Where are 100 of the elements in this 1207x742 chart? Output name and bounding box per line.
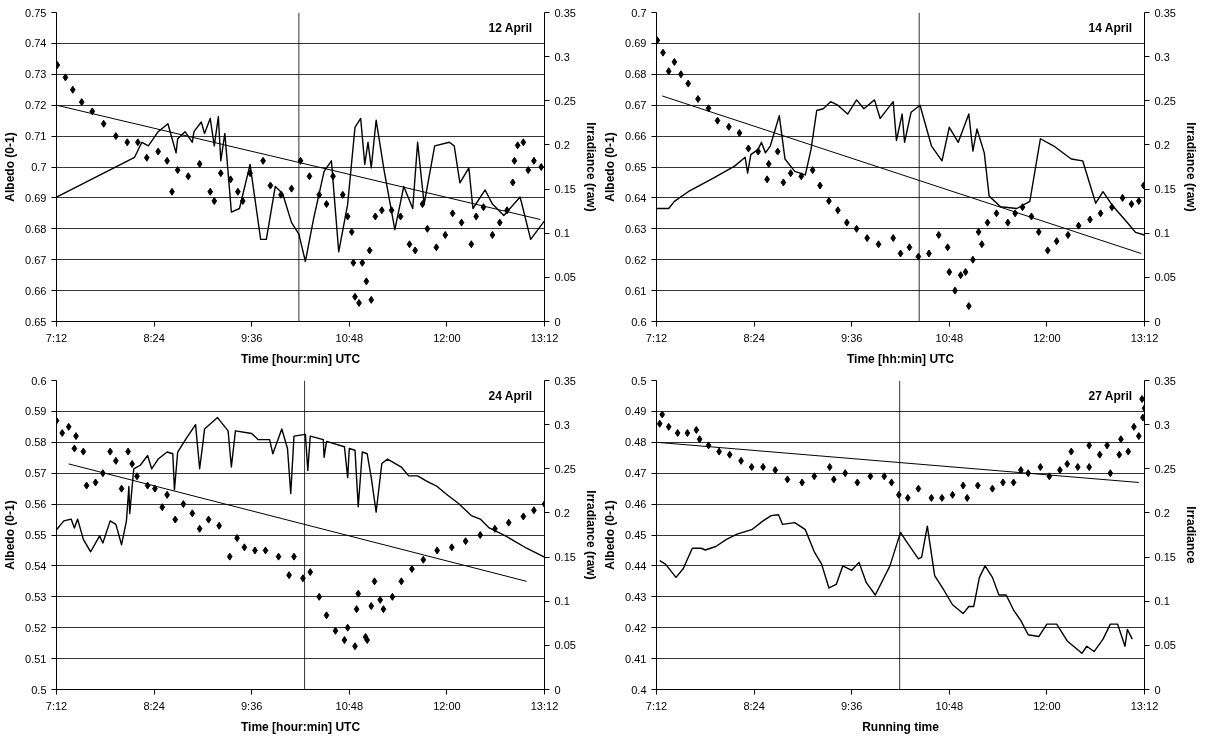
x-tick-label: 10:48 [935, 699, 964, 712]
y-tick-label: 0.58 [25, 436, 47, 449]
y-tick-label: 0.59 [25, 405, 47, 418]
x-axis-title: Running time [862, 719, 940, 734]
y-tick-label: 0.4 [631, 683, 647, 696]
y-tick-label: 0.7 [631, 6, 647, 19]
y-tick-label: 0.65 [25, 315, 47, 328]
y-tick-label: 0.75 [25, 6, 47, 19]
x-tick-label: 8:24 [143, 331, 165, 344]
y2-tick-label: 0 [1154, 315, 1161, 328]
y2-tick-label: 0.3 [1154, 418, 1170, 431]
y-tick-label: 0.7 [31, 161, 47, 173]
x-tick-label: 9:36 [841, 699, 863, 712]
y-tick-label: 0.6 [31, 374, 47, 387]
y-tick-label: 0.68 [625, 68, 647, 81]
y-tick-label: 0.69 [625, 37, 647, 50]
y2-tick-label: 0.25 [554, 94, 576, 107]
y-tick-label: 0.5 [631, 374, 647, 387]
annotation: 27 April [1088, 388, 1133, 403]
x-axis-title: Time [hour:min] UTC [240, 719, 361, 734]
y2-tick-label: 0.2 [1154, 138, 1170, 151]
y-tick-label: 0.45 [625, 529, 647, 541]
y-tick-label: 0.67 [625, 99, 647, 112]
y2-tick-label: 0.2 [1154, 506, 1170, 519]
y-tick-label: 0.56 [25, 498, 47, 511]
y2-tick-label: 0.1 [1154, 595, 1170, 608]
y2-tick-label: 0.25 [1154, 94, 1176, 107]
y-tick-label: 0.65 [625, 161, 647, 173]
y-tick-label: 0.46 [625, 498, 647, 511]
y-tick-label: 0.42 [625, 621, 647, 634]
y2-tick-label: 0.35 [554, 6, 576, 19]
y-tick-label: 0.72 [25, 99, 47, 112]
x-tick-label: 10:48 [335, 331, 364, 344]
y-tick-label: 0.51 [25, 652, 47, 665]
y2-tick-label: 0.3 [554, 418, 570, 431]
y-tick-label: 0.69 [25, 191, 47, 204]
y2-tick-label: 0.1 [554, 595, 570, 608]
x-tick-label: 13:12 [530, 331, 559, 344]
x-tick-label: 7:12 [45, 699, 68, 712]
x-axis-title: Time [hour:min] UTC [240, 351, 361, 366]
y2-tick-label: 0.35 [1154, 374, 1176, 387]
annotation: 12 April [488, 20, 533, 35]
y-tick-label: 0.41 [625, 652, 647, 665]
annotation: 14 April [1088, 20, 1133, 35]
x-tick-label: 8:24 [743, 331, 765, 344]
y-tick-label: 0.73 [25, 68, 47, 81]
y2-axis-title: Irradiance (raw) [583, 490, 598, 580]
y2-tick-label: 0.35 [1154, 6, 1176, 19]
y-tick-label: 0.6 [631, 315, 647, 328]
y2-tick-label: 0.15 [554, 183, 576, 196]
y-tick-label: 0.67 [25, 253, 47, 266]
y-tick-label: 0.61 [625, 284, 647, 297]
y-tick-label: 0.66 [25, 284, 47, 297]
x-tick-label: 7:12 [645, 699, 668, 712]
y2-tick-label: 0.15 [1154, 551, 1176, 564]
y-tick-label: 0.66 [625, 130, 647, 143]
y2-tick-label: 0.05 [554, 271, 576, 284]
x-axis-title: Time [hh:min] UTC [846, 351, 955, 366]
y-axis-title: Albedo (0-1) [603, 500, 618, 570]
y2-axis-title: Irradiance (raw) [1183, 122, 1198, 212]
y2-tick-label: 0 [554, 683, 561, 696]
y2-tick-label: 0.05 [1154, 639, 1176, 652]
y2-tick-label: 0 [1154, 683, 1161, 696]
y2-axis-title: Irradiance (raw) [583, 122, 598, 212]
x-tick-label: 12:00 [1033, 699, 1061, 712]
y-tick-label: 0.55 [25, 529, 47, 541]
x-tick-label: 12:00 [433, 699, 461, 712]
y-tick-label: 0.48 [625, 436, 647, 449]
y-tick-label: 0.49 [625, 405, 647, 418]
y-tick-label: 0.62 [625, 253, 647, 266]
x-tick-label: 12:00 [1033, 331, 1061, 344]
x-tick-label: 7:12 [645, 331, 668, 344]
y2-tick-label: 0.15 [1154, 183, 1176, 196]
y-tick-label: 0.71 [25, 130, 47, 143]
y2-tick-label: 0.2 [554, 506, 570, 519]
x-tick-label: 10:48 [935, 331, 964, 344]
x-tick-label: 13:12 [530, 699, 559, 712]
y2-tick-label: 0.15 [554, 551, 576, 564]
y-tick-label: 0.74 [25, 37, 47, 50]
x-tick-label: 9:36 [241, 699, 263, 712]
y-tick-label: 0.54 [25, 559, 47, 572]
y2-tick-label: 0.25 [1154, 462, 1176, 475]
x-tick-label: 7:12 [45, 331, 68, 344]
x-tick-label: 9:36 [241, 331, 263, 344]
y-tick-label: 0.47 [625, 467, 647, 480]
y-axis-title: Albedo (0-1) [3, 500, 18, 570]
x-tick-label: 10:48 [335, 699, 364, 712]
y-axis-title: Albedo (0-1) [603, 132, 618, 202]
y2-tick-label: 0.25 [554, 462, 576, 475]
y-tick-label: 0.52 [25, 621, 47, 634]
y-tick-label: 0.63 [625, 222, 647, 235]
y-axis-title: Albedo (0-1) [3, 132, 18, 202]
x-tick-label: 13:12 [1130, 331, 1159, 344]
x-tick-label: 13:12 [1130, 699, 1159, 712]
y2-tick-label: 0.05 [1154, 271, 1176, 284]
y2-tick-label: 0.1 [1154, 227, 1170, 240]
x-tick-label: 8:24 [143, 699, 165, 712]
y2-axis-title: Irradiance [1183, 506, 1198, 565]
x-tick-label: 8:24 [743, 699, 765, 712]
y-tick-label: 0.5 [31, 683, 47, 696]
